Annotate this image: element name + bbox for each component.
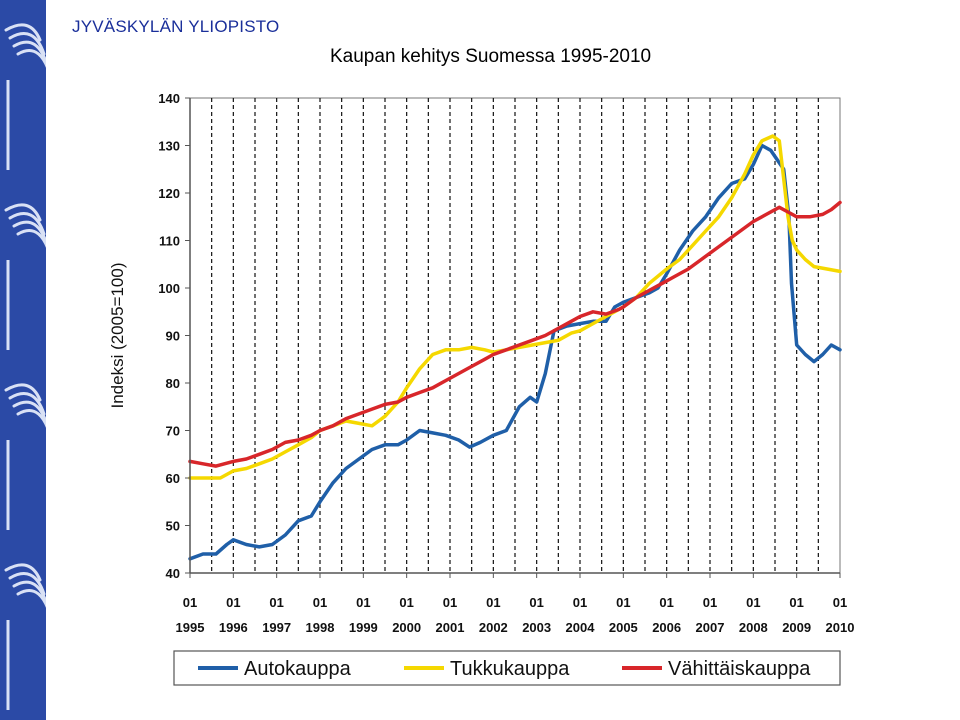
logo-stroke xyxy=(12,580,46,607)
legend-box xyxy=(173,650,841,686)
y-tick-label: 100 xyxy=(158,281,180,296)
series-line-3 xyxy=(188,200,842,468)
x-tick-month-label: 01 xyxy=(573,595,587,610)
y-tick-label: 80 xyxy=(166,376,180,391)
y-tick-label: 120 xyxy=(158,186,180,201)
x-tick-year-label: 2000 xyxy=(392,620,421,635)
chart-title: Kaupan kehitys Suomessa 1995-2010 xyxy=(330,46,652,67)
x-tick-year-label: 2005 xyxy=(609,620,638,635)
legend-label: Vähittäiskauppa xyxy=(668,658,811,680)
logo-stroke xyxy=(8,572,46,596)
logo-stroke xyxy=(4,563,42,582)
logo-stroke xyxy=(16,229,46,249)
y-tick-label: 110 xyxy=(159,234,180,249)
y-tick-label: 40 xyxy=(166,566,180,581)
sidebar-brand-strip xyxy=(0,0,46,720)
logo-stroke xyxy=(4,23,42,42)
axes xyxy=(185,97,841,578)
x-tick-month-label: 01 xyxy=(616,595,630,610)
y-tick-label: 60 xyxy=(166,471,180,486)
y-axis-label: Indeksi (2005=100) xyxy=(108,262,127,408)
x-tick-month-label: 01 xyxy=(529,595,543,610)
x-tick-year-label: 2002 xyxy=(479,620,508,635)
logo-stroke xyxy=(8,32,46,56)
x-tick-month-label: 01 xyxy=(356,595,370,610)
x-tick-year-label: 2007 xyxy=(696,620,725,635)
logo-stroke xyxy=(16,49,46,69)
y-tick-label: 130 xyxy=(158,139,180,154)
logo-stroke xyxy=(16,589,46,609)
x-tick-year-label: 1996 xyxy=(219,620,248,635)
y-tick-label: 90 xyxy=(166,329,180,344)
x-tick-month-label: 01 xyxy=(833,595,847,610)
logo-stroke xyxy=(8,392,46,416)
x-tick-year-label: 1998 xyxy=(306,620,335,635)
y-tick-label: 50 xyxy=(166,519,180,534)
y-tick-label: 70 xyxy=(166,424,180,439)
x-tick-month-label: 01 xyxy=(399,595,413,610)
university-name: JYVÄSKYLÄN YLIOPISTO xyxy=(72,17,280,36)
legend: Autokauppa Tukkukauppa Vähittäiskauppa xyxy=(173,650,841,686)
x-tick-month-label: 01 xyxy=(659,595,673,610)
logo-stroke xyxy=(4,383,42,402)
x-tick-month-label: 01 xyxy=(746,595,760,610)
x-tick-year-label: 2010 xyxy=(826,620,855,635)
logo-stroke xyxy=(8,212,46,236)
x-tick-month-label: 01 xyxy=(703,595,717,610)
x-tick-year-label: 1995 xyxy=(176,620,205,635)
x-tick-year-label: 2006 xyxy=(652,620,681,635)
logo-stroke xyxy=(12,220,46,247)
university-logo-pattern xyxy=(4,23,46,710)
logo-stroke xyxy=(4,203,42,222)
x-tick-year-label: 2004 xyxy=(566,620,596,635)
x-tick-month-label: 01 xyxy=(486,595,500,610)
x-tick-year-label: 1997 xyxy=(262,620,291,635)
x-tick-year-label: 2003 xyxy=(522,620,551,635)
tick-labels: 40 50 60 70 80 90 100 110 120 130 140 01 1995 01 1996 0… xyxy=(158,91,854,635)
x-tick-month-label: 01 xyxy=(313,595,327,610)
grid-lines xyxy=(211,98,819,573)
x-tick-month-label: 01 xyxy=(269,595,283,610)
x-tick-year-label: 2008 xyxy=(739,620,768,635)
x-tick-month-label: 01 xyxy=(789,595,803,610)
logo-stroke xyxy=(16,409,46,429)
legend-label: Autokauppa xyxy=(244,658,352,680)
y-tick-label: 140 xyxy=(158,91,180,106)
x-tick-year-label: 2001 xyxy=(436,620,465,635)
logo-stroke xyxy=(12,400,46,427)
x-tick-month-label: 01 xyxy=(443,595,457,610)
series-lines xyxy=(188,134,842,561)
logo-stroke xyxy=(12,40,46,67)
x-tick-year-label: 1999 xyxy=(349,620,378,635)
x-tick-month-label: 01 xyxy=(226,595,240,610)
x-tick-year-label: 2009 xyxy=(782,620,811,635)
legend-label: Tukkukauppa xyxy=(450,658,570,680)
x-tick-month-label: 01 xyxy=(183,595,197,610)
series-line-1 xyxy=(188,143,842,561)
